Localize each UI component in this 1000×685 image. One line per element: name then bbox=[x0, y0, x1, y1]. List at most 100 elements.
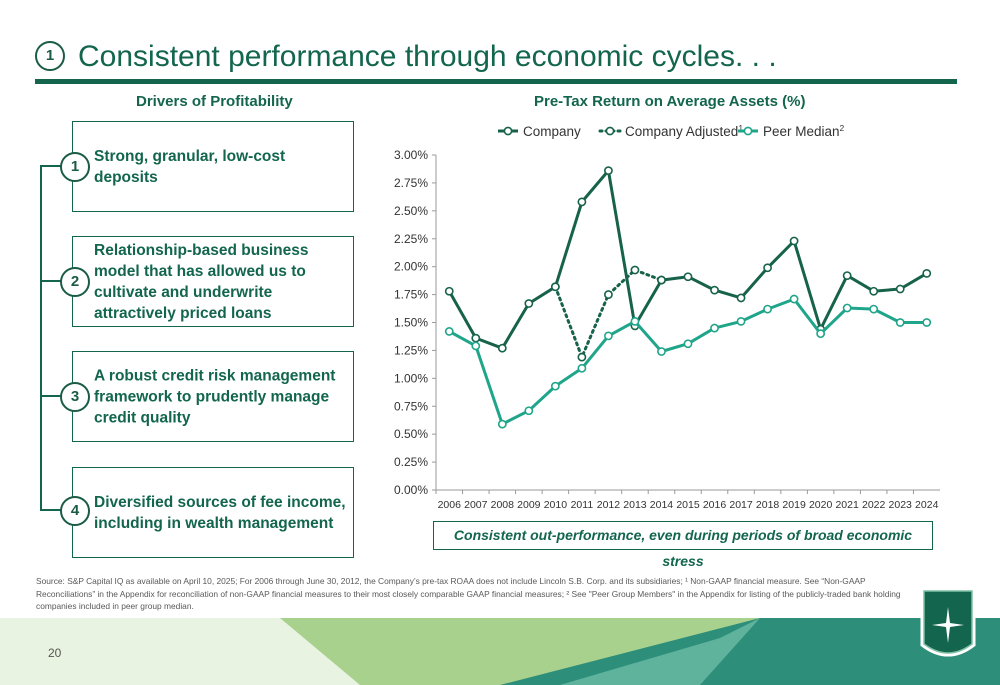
series-2-point bbox=[524, 406, 534, 416]
series-0-point bbox=[710, 285, 719, 295]
x-tick-label: 2007 bbox=[464, 499, 488, 511]
legend-marker-0 bbox=[503, 126, 513, 136]
series-line-0 bbox=[447, 169, 928, 350]
series-2-point bbox=[550, 381, 560, 391]
x-tick-label: 2016 bbox=[703, 499, 727, 511]
x-tick-label: 2009 bbox=[517, 499, 541, 511]
x-tick-label: 2018 bbox=[756, 499, 780, 511]
y-tick-label: 1.50% bbox=[394, 316, 428, 330]
x-tick-label: 2011 bbox=[571, 499, 594, 511]
x-tick-label: 2010 bbox=[544, 499, 568, 511]
driver-number-4: 4 bbox=[60, 496, 90, 526]
driver-bracket-tick-2 bbox=[40, 280, 72, 282]
series-1-point bbox=[550, 282, 560, 292]
series-1-point bbox=[577, 352, 587, 362]
y-tick-label: 0.25% bbox=[394, 455, 428, 469]
series-0-point bbox=[869, 286, 879, 296]
logo-star-icon bbox=[932, 607, 964, 643]
series-2-point bbox=[816, 329, 826, 339]
series-2-point bbox=[444, 327, 454, 336]
legend-label-1: Company Adjusted1 bbox=[625, 123, 743, 139]
series-2-point bbox=[604, 331, 613, 341]
pretax-roaa-line-chart: 0.00% 0.25% 0.50% 0.75% 1.00% 1.25% 1.50% 1.75%… bbox=[394, 123, 940, 511]
section-number-badge: 1 bbox=[35, 41, 65, 71]
x-tick-label: 2008 bbox=[491, 499, 515, 511]
series-0-point bbox=[736, 293, 746, 303]
footer-band bbox=[0, 618, 1000, 685]
x-tick-label: 2024 bbox=[915, 499, 939, 511]
series-0-point bbox=[577, 197, 587, 207]
series-0-point bbox=[683, 272, 693, 282]
series-2-point bbox=[683, 339, 693, 349]
series-2-point bbox=[922, 318, 932, 327]
x-tick-label: 2023 bbox=[889, 499, 913, 511]
driver-box-2: Relationship-based business model that h… bbox=[72, 236, 354, 327]
x-tick-label: 2015 bbox=[676, 499, 700, 511]
driver-text-4: Diversified sources of fee income, inclu… bbox=[94, 493, 346, 532]
series-0-point bbox=[497, 343, 507, 353]
driver-box-3: A robust credit risk management framewor… bbox=[72, 351, 354, 442]
driver-text-3: A robust credit risk management framewor… bbox=[94, 367, 336, 426]
legend-label-2: Peer Median2 bbox=[763, 123, 845, 139]
y-tick-label: 0.50% bbox=[394, 427, 428, 441]
y-tick-label: 2.00% bbox=[394, 260, 428, 274]
x-tick-label: 2020 bbox=[809, 499, 833, 511]
series-2-point bbox=[789, 294, 799, 304]
series-1-point bbox=[657, 275, 666, 285]
driver-bracket-vertical bbox=[40, 165, 42, 510]
y-tick-label: 2.75% bbox=[394, 176, 428, 190]
series-0-point bbox=[604, 166, 613, 176]
footer-band-accent bbox=[560, 618, 760, 685]
x-tick-label: 2021 bbox=[835, 499, 859, 511]
driver-number-1: 1 bbox=[60, 152, 90, 182]
y-tick-label: 1.75% bbox=[394, 288, 428, 302]
driver-bracket-tick-1 bbox=[40, 165, 72, 167]
series-2-point bbox=[842, 303, 852, 313]
series-2-point bbox=[630, 316, 640, 326]
y-tick-label: 2.25% bbox=[394, 232, 428, 246]
series-2-point bbox=[657, 347, 666, 356]
series-1-point bbox=[604, 290, 613, 299]
x-tick-label: 2019 bbox=[782, 499, 806, 511]
x-tick-label: 2012 bbox=[597, 499, 621, 511]
legend-marker-2 bbox=[743, 126, 753, 136]
series-0-point bbox=[524, 299, 534, 308]
x-tick-label: 2017 bbox=[729, 499, 753, 511]
series-2-point bbox=[736, 316, 746, 326]
title-divider bbox=[35, 79, 957, 84]
series-2-point bbox=[471, 341, 481, 351]
x-tick-label: 2006 bbox=[438, 499, 462, 511]
y-tick-label: 1.00% bbox=[394, 371, 428, 385]
y-tick-label: 2.50% bbox=[394, 204, 428, 218]
series-0-point bbox=[895, 284, 905, 294]
chart-caption: Consistent out-performance, even during … bbox=[433, 521, 933, 569]
page-number: 20 bbox=[48, 646, 62, 660]
series-0-point bbox=[444, 286, 454, 296]
series-2-point bbox=[763, 304, 772, 314]
driver-text-2: Relationship-based business model that h… bbox=[94, 241, 309, 322]
series-0-point bbox=[842, 271, 852, 280]
series-0-point bbox=[922, 268, 932, 278]
logo-shield-inner bbox=[923, 590, 973, 654]
x-tick-label: 2022 bbox=[862, 499, 886, 511]
legend-marker-1 bbox=[605, 126, 615, 136]
driver-number-3: 3 bbox=[60, 382, 90, 412]
bank-logo bbox=[920, 587, 976, 657]
source-footnote: Source: S&P Capital IQ as available on A… bbox=[36, 576, 901, 611]
legend-label-0: Company bbox=[523, 124, 581, 139]
series-2-point bbox=[895, 318, 905, 327]
slide-title: Consistent performance through economic … bbox=[78, 40, 777, 73]
x-tick-label: 2013 bbox=[623, 499, 647, 511]
driver-bracket-tick-3 bbox=[40, 395, 72, 397]
series-1-point bbox=[630, 265, 640, 275]
driver-text-1: Strong, granular, low-cost deposits bbox=[94, 147, 286, 186]
chart-title: Pre-Tax Return on Average Assets (%) bbox=[534, 93, 806, 110]
driver-box-1: Strong, granular, low-cost deposits bbox=[72, 121, 354, 212]
drivers-heading: Drivers of Profitability bbox=[136, 93, 293, 110]
series-2-point bbox=[497, 419, 507, 429]
y-tick-label: 3.00% bbox=[394, 148, 428, 162]
driver-bracket-tick-4 bbox=[40, 509, 72, 511]
driver-number-2: 2 bbox=[60, 267, 90, 297]
series-0-point bbox=[763, 263, 772, 273]
y-tick-label: 1.25% bbox=[394, 343, 428, 357]
